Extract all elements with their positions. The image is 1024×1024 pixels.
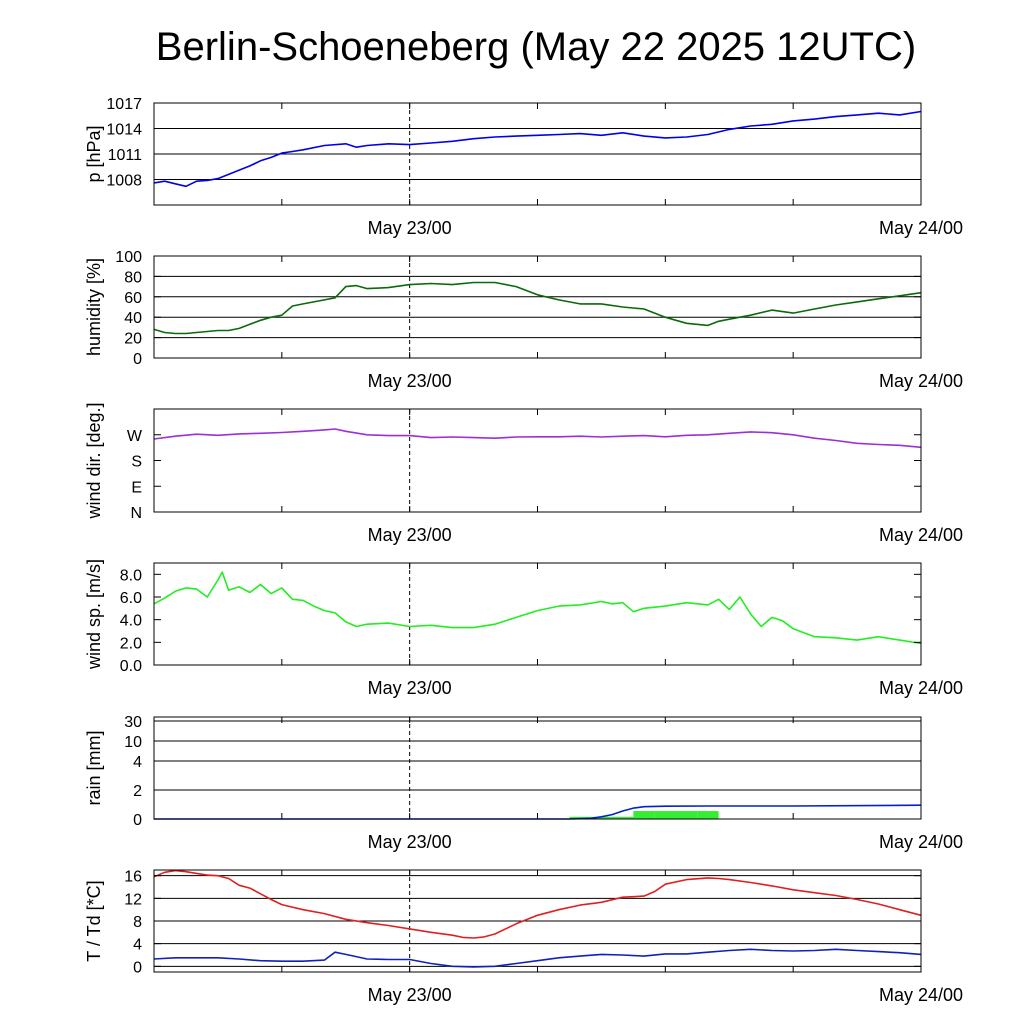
chart-title: Berlin-Schoeneberg (May 22 2025 12UTC) [156, 25, 916, 69]
y-tick-label: 0 [133, 959, 142, 976]
panel-rain: 0 2 4 10 30 May 23/00 May 24/00 rain [mm] [84, 714, 963, 852]
y-tick-label: 0 [133, 351, 142, 368]
panel-wind_speed: 0.0 2.0 4.0 6.0 8.0 May 23/00 May 24/00 wind sp… [84, 559, 963, 698]
y-axis-label: humidity [%] [84, 258, 104, 356]
y-tick-label: S [131, 454, 142, 471]
series-line-wind_dir [153, 428, 922, 449]
y-tick-label: 2.0 [120, 635, 142, 652]
y-tick-label: 4 [133, 754, 142, 771]
series-line-dewpoint [153, 948, 922, 968]
y-tick-label: W [127, 428, 143, 445]
x-tick-label: May 23/00 [368, 371, 452, 391]
y-tick-label: 1017 [106, 96, 142, 113]
rain-bar [654, 811, 676, 819]
y-tick-label: 30 [124, 714, 142, 731]
x-tick-label: May 24/00 [879, 525, 963, 545]
series-line-temperature [153, 869, 922, 939]
y-tick-label: 40 [124, 310, 142, 327]
y-axis-label: rain [mm] [84, 730, 104, 805]
y-tick-label: 8 [133, 914, 142, 931]
rain-bar [633, 811, 655, 819]
y-tick-label: 60 [124, 290, 142, 307]
y-tick-label: 0 [133, 812, 142, 829]
y-tick-label: 8.0 [120, 567, 142, 584]
y-axis-label: T / Td [*C] [84, 880, 104, 961]
panel-temperature: 0 4 8 12 16 May 23/00 May 24/00 T / Td [*C] [84, 869, 963, 1005]
y-tick-label: E [131, 479, 142, 496]
y-tick-label: 1014 [106, 122, 142, 139]
series-line-rain_cumulative [154, 804, 922, 820]
y-tick-label: 0.0 [120, 658, 142, 675]
panel-frame [153, 562, 922, 666]
y-axis-label: wind dir. [deg.] [84, 402, 104, 519]
x-tick-label: May 24/00 [879, 985, 963, 1005]
x-tick-label: May 23/00 [368, 218, 452, 238]
rain-bar [697, 811, 719, 819]
y-axis-label: p [hPa] [84, 125, 104, 182]
y-tick-label: 1008 [106, 173, 142, 190]
y-tick-label: 1011 [108, 147, 143, 164]
y-tick-label: 12 [124, 891, 142, 908]
y-tick-label: 16 [124, 869, 142, 886]
y-tick-label: 4.0 [120, 613, 142, 630]
y-tick-label: 100 [115, 249, 142, 266]
x-tick-label: May 24/00 [879, 832, 963, 852]
rain-bar [675, 811, 698, 819]
y-tick-label: 6.0 [120, 590, 142, 607]
rain-bar [590, 816, 613, 819]
x-tick-label: May 24/00 [879, 371, 963, 391]
x-tick-label: May 24/00 [879, 678, 963, 698]
y-tick-label: 80 [124, 269, 142, 286]
series-line-humidity [153, 281, 922, 335]
y-tick-label: 20 [124, 331, 142, 348]
x-tick-label: May 23/00 [368, 525, 452, 545]
panel-frame [153, 255, 922, 359]
y-tick-label: 4 [133, 937, 142, 954]
x-tick-label: May 24/00 [879, 218, 963, 238]
rain-bar [612, 816, 634, 819]
panel-frame [153, 716, 922, 820]
panel-pressure: 1008 1011 1014 1017 May 23/00 May 24/00 p [hPa… [84, 96, 963, 238]
x-tick-label: May 23/00 [368, 678, 452, 698]
series-line-pressure [153, 110, 922, 188]
y-axis-label: wind sp. [m/s] [84, 559, 104, 670]
x-tick-label: May 23/00 [368, 832, 452, 852]
series-line-wind_speed [153, 571, 922, 645]
panel-humidity: 0 20 40 60 80 100 May 23/00 May 24/00 humidity [… [84, 249, 963, 391]
y-tick-label: 10 [124, 734, 142, 751]
y-tick-label: 2 [133, 783, 142, 800]
y-tick-label: N [130, 505, 142, 522]
x-tick-label: May 23/00 [368, 985, 452, 1005]
